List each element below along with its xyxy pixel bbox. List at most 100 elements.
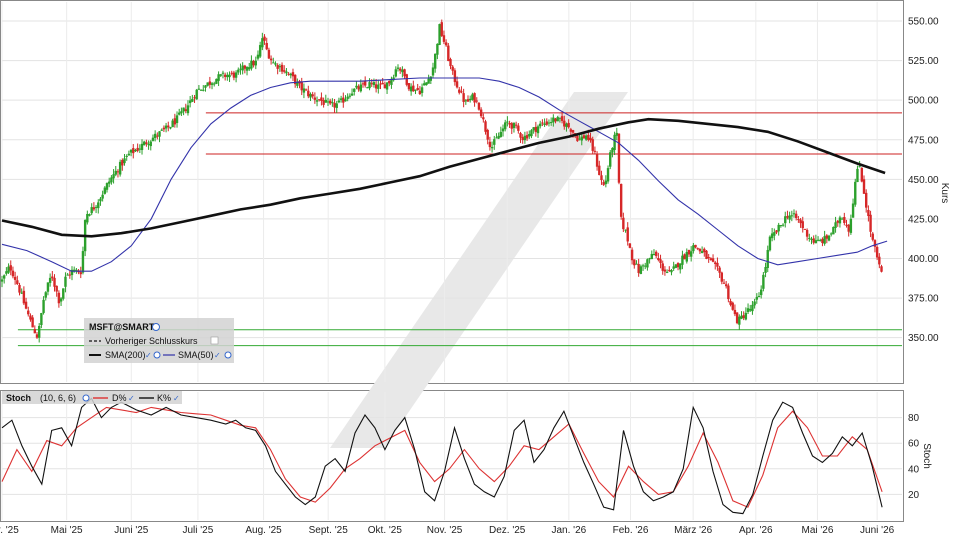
candle-down <box>571 130 575 133</box>
candle-down <box>287 73 290 75</box>
legend-sma200-check-icon[interactable]: ✓ <box>145 351 152 360</box>
candle-down <box>453 70 457 83</box>
candle-up <box>46 282 50 292</box>
candle-up <box>245 66 249 71</box>
candle-up <box>423 83 426 86</box>
candle-up <box>108 181 111 184</box>
candle-up <box>48 277 52 283</box>
candle-down <box>293 74 297 85</box>
legend-sma200: SMA(200) <box>105 350 146 360</box>
candle-down <box>16 280 19 285</box>
candle-down <box>320 97 323 101</box>
candle-up <box>123 158 126 164</box>
candle-up <box>2 275 6 279</box>
candle-up <box>464 100 468 102</box>
candle-down <box>825 235 829 239</box>
candle-up <box>199 89 203 91</box>
candle-up <box>353 88 356 92</box>
candlestick-series <box>0 19 883 343</box>
candle-down <box>786 216 789 218</box>
candle-down <box>698 249 702 252</box>
candle-up <box>556 117 559 122</box>
candle-up <box>158 131 161 137</box>
legend-sma200-settings-icon[interactable] <box>153 351 161 359</box>
candle-up <box>578 138 581 140</box>
month-label: Nov. '25 <box>427 525 463 536</box>
candle-up <box>127 153 131 156</box>
legend-sma50-settings-icon[interactable] <box>224 351 232 359</box>
legend-info-icon[interactable] <box>152 323 160 331</box>
price-tick-label: 375.00 <box>908 294 939 305</box>
candle-up <box>777 224 780 232</box>
candle-down <box>333 102 336 108</box>
candle-up <box>692 245 695 252</box>
candle-up <box>147 143 150 145</box>
candle-up <box>258 45 262 57</box>
candle-down <box>567 122 570 128</box>
candle-up <box>88 214 91 216</box>
candle-down <box>703 248 706 253</box>
candle-down <box>508 122 511 125</box>
candle-up <box>94 206 98 208</box>
candle-down <box>593 150 597 152</box>
legend-prev-close-checkbox[interactable] <box>210 336 219 345</box>
candle-up <box>819 240 822 242</box>
candle-up <box>840 218 844 220</box>
candle-up <box>401 69 404 73</box>
candle-up <box>665 271 669 273</box>
candle-up <box>186 105 190 114</box>
candle-down <box>871 233 874 240</box>
candle-down <box>576 135 579 142</box>
candle-up <box>827 235 831 241</box>
candle-down <box>654 251 658 256</box>
grid-layer <box>1 2 902 520</box>
price-axis-title: Kurs <box>939 183 950 204</box>
candle-up <box>256 54 260 59</box>
candle-down <box>27 310 30 315</box>
candle-down <box>383 84 387 89</box>
candle-up <box>499 131 503 137</box>
candle-down <box>569 129 573 132</box>
candle-down <box>626 227 629 242</box>
stoch-k-check-icon[interactable]: ✓ <box>173 394 180 403</box>
candle-up <box>471 94 474 100</box>
candle-up <box>228 74 231 78</box>
candle-up <box>740 315 743 319</box>
candle-up <box>584 135 588 140</box>
month-label: Feb. '26 <box>613 525 649 536</box>
candle-down <box>554 118 557 122</box>
candle-down <box>731 302 734 310</box>
candle-down <box>24 301 28 309</box>
candle-up <box>648 258 651 260</box>
candle-down <box>416 87 419 90</box>
candle-down <box>534 126 538 132</box>
stoch-info-icon[interactable] <box>82 394 90 402</box>
candle-up <box>768 236 772 251</box>
candle-down <box>208 81 212 85</box>
candle-up <box>823 236 826 244</box>
candle-down <box>628 243 632 248</box>
legend-sma50-check-icon[interactable]: ✓ <box>214 351 221 360</box>
candle-down <box>477 102 481 110</box>
candle-down <box>484 121 487 132</box>
candle-down <box>687 249 691 255</box>
candle-up <box>834 222 837 228</box>
candle-up <box>779 225 783 227</box>
candle-up <box>532 127 535 131</box>
candle-down <box>683 254 686 260</box>
candle-down <box>388 80 391 84</box>
candle-up <box>0 279 4 282</box>
candle-down <box>328 100 332 104</box>
candle-up <box>808 237 811 239</box>
stoch-K-line <box>1 397 883 515</box>
candle-down <box>663 269 667 272</box>
candle-down <box>265 42 268 50</box>
candle-up <box>285 71 288 74</box>
candle-down <box>447 45 450 61</box>
candle-up <box>140 143 144 151</box>
axes: 350.00 375.00 400.00 425.00 450.00 475.00 500.… <box>0 17 939 537</box>
candle-up <box>539 123 542 127</box>
stoch-d-check-icon[interactable]: ✓ <box>128 394 135 403</box>
candle-down <box>633 259 636 266</box>
candle-up <box>112 174 115 179</box>
